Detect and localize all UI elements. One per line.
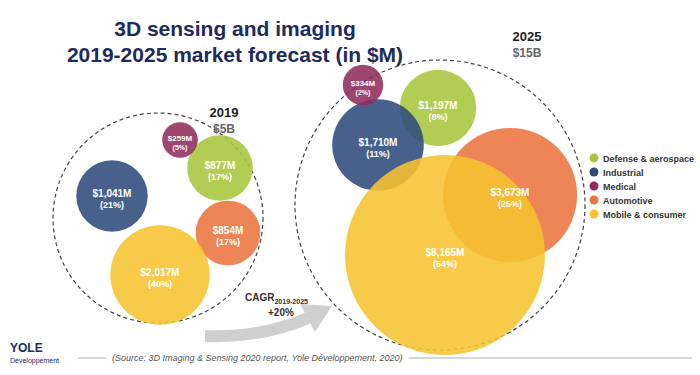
share-label: (2%) — [356, 89, 371, 97]
bubble — [76, 160, 147, 231]
source-rule — [78, 358, 106, 359]
title: 3D sensing and imaging — [114, 17, 356, 40]
legend-swatch — [590, 168, 599, 177]
share-label: (17%) — [216, 237, 240, 247]
share-label: (5%) — [173, 144, 188, 152]
year-label: 2025 — [513, 29, 542, 44]
legend-label: Mobile & consumer — [603, 210, 687, 220]
legend-swatch — [590, 182, 599, 191]
share-label: (17%) — [208, 172, 232, 182]
legend-item: Medical — [590, 182, 637, 192]
value-label: $2,017M — [141, 267, 180, 278]
share-label: (25%) — [498, 199, 522, 209]
source: (Source: 3D Imaging & Sensing 2020 repor… — [112, 353, 403, 363]
bubble — [343, 65, 383, 105]
share-label: (8%) — [428, 112, 447, 122]
logo-subtext: Développement — [10, 357, 59, 365]
cagr-label: CAGR2019-2025 — [245, 292, 308, 305]
legend-swatch — [590, 196, 599, 205]
cagr-arrow — [205, 318, 308, 336]
subtitle: 2019-2025 market forecast (in $M) — [67, 43, 403, 66]
legend-label: Defense & aerospace — [603, 154, 694, 164]
legend-item: Automotive — [590, 196, 653, 206]
value-label: $334M — [351, 79, 376, 88]
share-label: (54%) — [433, 259, 457, 269]
value-label: $259M — [168, 134, 193, 143]
total-label: $5B — [213, 122, 235, 136]
value-label: $1,710M — [359, 137, 398, 148]
share-label: (11%) — [366, 149, 390, 159]
cagr-text: CAGR — [245, 292, 275, 303]
legend-item: Mobile & consumer — [590, 210, 687, 220]
value-label: $3,673M — [491, 187, 530, 198]
logo: YOLE — [10, 341, 43, 355]
year-label: 2019 — [210, 105, 239, 120]
share-label: (40%) — [148, 279, 172, 289]
value-label: $877M — [205, 160, 236, 171]
value-label: $1,197M — [419, 100, 458, 111]
cagr-subscript: 2019-2025 — [274, 298, 308, 305]
value-label: $8,165M — [426, 247, 465, 258]
legend-item: Industrial — [590, 168, 644, 178]
share-label: (21%) — [100, 200, 124, 210]
bubble — [110, 225, 209, 324]
bubble — [162, 122, 198, 158]
bubble — [345, 155, 545, 355]
legend-label: Automotive — [603, 196, 653, 206]
value-label: $854M — [213, 225, 244, 236]
total-label: $15B — [513, 46, 542, 60]
legend-swatch — [590, 154, 599, 163]
cagr-arrowhead — [300, 304, 332, 332]
bubbles — [76, 65, 577, 355]
legend-label: Medical — [603, 182, 636, 192]
legend-label: Industrial — [603, 168, 644, 178]
legend-swatch — [590, 210, 599, 219]
legend: Defense & aerospace Industrial Medical Auto… — [590, 154, 695, 220]
cagr-value: +20% — [268, 307, 294, 318]
legend-item: Defense & aerospace — [590, 154, 695, 164]
bubble-labels: $877M(17%)$1,041M(21%)$259M(5%)$854M(17%… — [93, 79, 530, 289]
source-rule — [409, 358, 692, 359]
value-label: $1,041M — [93, 188, 132, 199]
chart: 3D sensing and imaging 2019-2025 market f… — [0, 0, 700, 375]
